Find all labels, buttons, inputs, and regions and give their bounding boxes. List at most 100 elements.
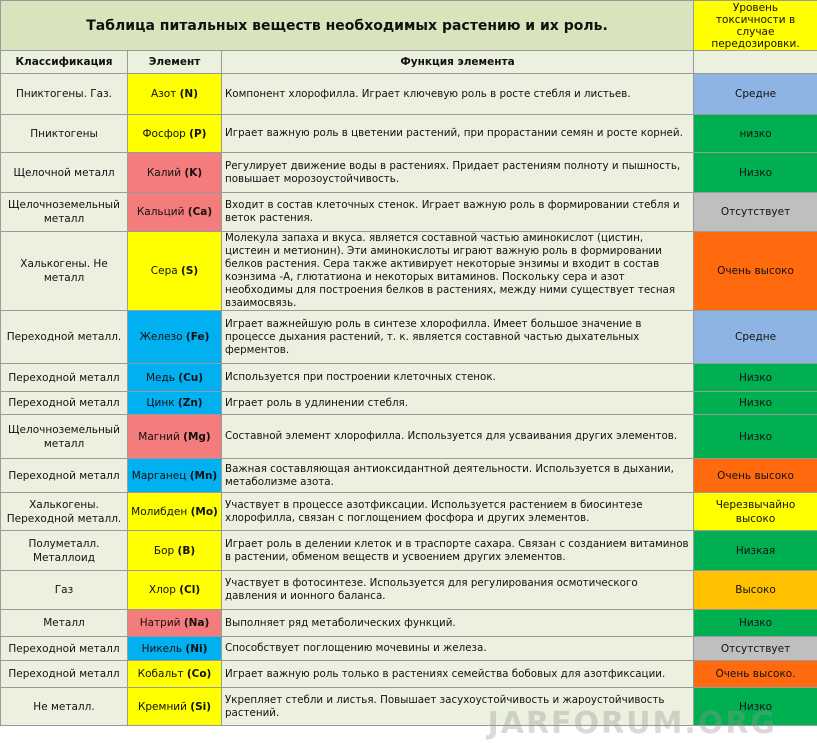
- element: Натрий (Na): [127, 609, 222, 637]
- element: Железо (Fe): [127, 310, 222, 364]
- toxicity: Отсутствует: [693, 636, 817, 661]
- element-name: Марганец: [131, 469, 187, 482]
- element-name: Железо: [139, 331, 183, 343]
- toxicity: низко: [693, 114, 817, 153]
- table-row: Халькогены. Переходной металл. Молибден (…: [0, 492, 817, 531]
- toxicity: Очень высоко: [693, 458, 817, 493]
- column-header: Функция элемента: [220, 50, 695, 74]
- element-symbol: (P): [189, 127, 207, 140]
- element: Марганец (Mn): [127, 458, 222, 493]
- classification: Металл: [0, 609, 128, 637]
- classification: Переходной металл: [0, 636, 128, 661]
- header-row: Таблица питальных веществ необходимых ра…: [0, 0, 817, 51]
- toxicity: Отсутствует: [693, 192, 817, 232]
- function: Играет важную роль только в растениях се…: [220, 660, 695, 688]
- element-symbol: (Na): [183, 617, 210, 629]
- table-title: Таблица питальных веществ необходимых ра…: [0, 0, 695, 51]
- toxicity: Низко: [693, 687, 817, 726]
- element-symbol: (Ni): [185, 642, 208, 655]
- function: Участвует в процессе азотфиксации. Испол…: [220, 492, 695, 531]
- element-name: Кремний: [137, 700, 187, 713]
- table-row: Щелочноземельный металл Магний (Mg) Состав…: [0, 414, 817, 459]
- toxicity: Очень высоко.: [693, 660, 817, 688]
- function: Укрепляет стебли и листья. Повышает засу…: [220, 687, 695, 726]
- element-symbol: (Fe): [185, 331, 210, 343]
- element: Фосфор (P): [127, 114, 222, 153]
- classification: Переходной металл: [0, 458, 128, 493]
- table-row: Не металл. Кремний (Si) Укрепляет стебли и…: [0, 687, 817, 726]
- table-row: Халькогены. Не металл Сера (S) Молекула за…: [0, 231, 817, 311]
- element: Хлор (Cl): [127, 570, 222, 610]
- classification: Переходной металл: [0, 363, 128, 392]
- classification: Полуметалл. Металлоид: [0, 530, 128, 571]
- element-name: Натрий: [139, 617, 181, 629]
- element: Никель (Ni): [127, 636, 222, 661]
- toxicity: Низко: [693, 363, 817, 392]
- column-header: [693, 50, 817, 74]
- element-name: Молибден: [131, 505, 188, 518]
- function: Молекула запаха и вкуса. является состав…: [220, 231, 695, 311]
- nutrient-table: Таблица питальных веществ необходимых ра…: [0, 0, 817, 726]
- classification: Газ: [0, 570, 128, 610]
- classification: Пниктогены. Газ.: [0, 73, 128, 115]
- element-symbol: (Mg): [183, 430, 211, 443]
- toxicity: Низкая: [693, 530, 817, 571]
- element: Бор (B): [127, 530, 222, 571]
- table-row: Переходной металл Медь (Cu) Используется п…: [0, 363, 817, 392]
- column-header: Элемент: [127, 50, 222, 74]
- element-name: Никель: [141, 642, 183, 655]
- table-row: Переходной металл Кобальт (Co) Играет важн…: [0, 660, 817, 688]
- toxicity-title: Уровень токсичности в случае передозиров…: [693, 0, 817, 51]
- table-row: Переходной металл. Железо (Fe) Играет важн…: [0, 310, 817, 364]
- function: Важная составляющая антиоксидантной деят…: [220, 458, 695, 493]
- function: Играет важную роль в цветении растений, …: [220, 114, 695, 153]
- element: Кремний (Si): [127, 687, 222, 726]
- function: Компонент хлорофилла. Играет ключевую ро…: [220, 73, 695, 115]
- classification: Не металл.: [0, 687, 128, 726]
- table-row: Полуметалл. Металлоид Бор (B) Играет роль …: [0, 530, 817, 571]
- element-symbol: (Ca): [187, 206, 213, 218]
- element-symbol: (N): [179, 88, 199, 100]
- element-name: Кальций: [136, 206, 185, 218]
- classification: Переходной металл: [0, 660, 128, 688]
- table-row: Пниктогены. Газ. Азот (N) Компонент хлороф…: [0, 73, 817, 115]
- classification: Щелочноземельный металл: [0, 414, 128, 459]
- table-row: Пниктогены Фосфор (P) Играет важную роль в…: [0, 114, 817, 153]
- element-name: Калий: [146, 166, 182, 179]
- element-symbol: (S): [181, 265, 199, 277]
- function: Выполняет ряд метаболических функций.: [220, 609, 695, 637]
- element-symbol: (Cu): [178, 371, 204, 384]
- element: Кальций (Ca): [127, 192, 222, 232]
- function: Входит в состав клеточных стенок. Играет…: [220, 192, 695, 232]
- classification: Щелочной металл: [0, 152, 128, 193]
- element-name: Азот: [150, 88, 177, 100]
- column-headers: Классификация Элемент Функция элемента: [0, 50, 817, 74]
- toxicity: Низко: [693, 609, 817, 637]
- element: Азот (N): [127, 73, 222, 115]
- classification: Щелочноземельный металл: [0, 192, 128, 232]
- column-header: Классификация: [0, 50, 128, 74]
- function: Играет роль в делении клеток и в траспор…: [220, 530, 695, 571]
- element-name: Цинк: [146, 397, 175, 409]
- classification: Халькогены. Не металл: [0, 231, 128, 311]
- element-symbol: (Co): [186, 668, 212, 680]
- function: Способствует поглощению мочевины и желез…: [220, 636, 695, 661]
- toxicity: Очень высоко: [693, 231, 817, 311]
- element-name: Фосфор: [142, 127, 186, 140]
- element: Сера (S): [127, 231, 222, 311]
- toxicity: Низко: [693, 152, 817, 193]
- toxicity: Низко: [693, 414, 817, 459]
- element-name: Сера: [150, 265, 178, 277]
- classification: Переходной металл.: [0, 310, 128, 364]
- table-row: Переходной металл Никель (Ni) Способствует…: [0, 636, 817, 661]
- element-symbol: (Si): [190, 700, 212, 713]
- element: Молибден (Mo): [127, 492, 222, 531]
- toxicity: Высоко: [693, 570, 817, 610]
- element-symbol: (B): [177, 544, 196, 557]
- element-name: Хлор: [148, 584, 176, 596]
- function: Участвует в фотосинтезе. Используется дл…: [220, 570, 695, 610]
- element-name: Бор: [153, 544, 175, 557]
- element-symbol: (Cl): [179, 584, 201, 596]
- toxicity: Средне: [693, 310, 817, 364]
